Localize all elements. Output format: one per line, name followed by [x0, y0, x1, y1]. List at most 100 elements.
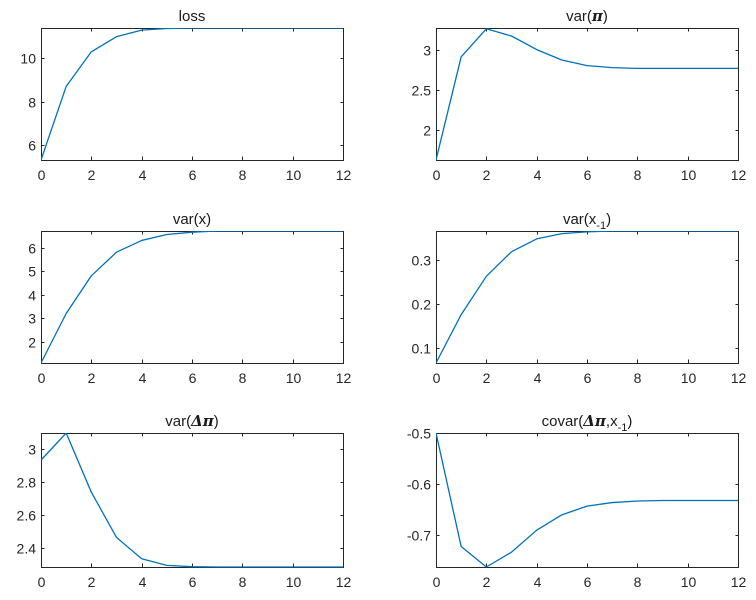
- y-tick-label: 0.1: [412, 341, 432, 357]
- title-part: Δπ: [190, 412, 215, 430]
- x-tick-label: 8: [634, 370, 642, 386]
- y-tick-label: 3: [423, 43, 431, 59]
- y-tick-label: 2: [423, 123, 431, 139]
- x-tick-label: 4: [139, 574, 147, 590]
- title-part: var(: [566, 8, 592, 25]
- title-part: ): [603, 8, 608, 25]
- x-tick-label: 12: [731, 167, 747, 183]
- title-part: -1: [618, 422, 628, 434]
- subplot-title: var(x-1): [563, 211, 611, 232]
- series-line: [436, 433, 738, 568]
- x-tick-label: 8: [239, 574, 247, 590]
- x-tick-label: 12: [336, 167, 352, 183]
- axes-box: [41, 28, 344, 161]
- x-tick-label: 12: [731, 574, 747, 590]
- x-tick-label: 0: [38, 370, 46, 386]
- x-tick-label: 8: [634, 574, 642, 590]
- x-tick-label: 4: [534, 574, 542, 590]
- x-tick-label: 8: [239, 167, 247, 183]
- x-tick-label: 10: [286, 370, 302, 386]
- y-tick-label: 6: [28, 241, 36, 257]
- axes-box: [41, 231, 344, 364]
- x-tick-label: 0: [433, 167, 441, 183]
- y-tick-label: 10: [20, 51, 36, 67]
- y-tick-label: 3: [28, 442, 36, 458]
- title-part: ): [214, 413, 219, 430]
- y-tick-label: 4: [28, 288, 36, 304]
- y-tick-label: 3: [28, 311, 36, 327]
- x-tick-label: 12: [336, 370, 352, 386]
- y-tick-label: 8: [28, 95, 36, 111]
- x-tick-label: 12: [731, 370, 747, 386]
- series-line: [41, 28, 343, 161]
- x-tick-label: 2: [88, 370, 96, 386]
- x-tick-label: 2: [483, 167, 491, 183]
- series-line: [41, 231, 343, 364]
- title-part: var(x: [563, 211, 597, 228]
- x-tick-label: 4: [139, 167, 147, 183]
- x-tick-label: 0: [38, 167, 46, 183]
- y-tick-label: 0.3: [412, 253, 432, 269]
- y-tick-label: 2.6: [17, 508, 37, 524]
- series-line: [436, 231, 738, 364]
- y-tick-label: -0.7: [407, 528, 431, 544]
- x-tick-label: 8: [239, 370, 247, 386]
- x-tick-label: 6: [584, 167, 592, 183]
- subplot-title: var(Δπ): [165, 412, 218, 430]
- y-tick-label: 2: [28, 335, 36, 351]
- title-part: ): [606, 211, 611, 228]
- subplot-3: 0 2 4 6 8 10 12 2 3 4 5 6 var(x): [28, 211, 351, 386]
- x-tick-label: 2: [88, 574, 96, 590]
- subplot-title: loss: [179, 8, 206, 25]
- subplot-2: 0 2 4 6 8 10 12 2 2.5 3 var(π): [412, 7, 747, 183]
- x-tick-label: 6: [584, 574, 592, 590]
- x-tick-label: 12: [336, 574, 352, 590]
- x-tick-label: 2: [483, 370, 491, 386]
- x-tick-label: 8: [634, 167, 642, 183]
- series-line: [436, 28, 738, 161]
- title-part: π: [591, 7, 604, 25]
- x-tick-label: 4: [534, 370, 542, 386]
- y-tick-label: 2.8: [17, 475, 37, 491]
- x-tick-label: 6: [584, 370, 592, 386]
- x-tick-label: 4: [139, 370, 147, 386]
- y-tick-label: 6: [28, 138, 36, 154]
- subplot-1: 0 2 4 6 8 10 12 6 8 10 loss: [20, 8, 351, 183]
- x-tick-label: 0: [38, 574, 46, 590]
- title-part: var(: [165, 413, 191, 430]
- subplot-4: 0 2 4 6 8 10 12 0.1 0.2 0.3 var(x-1): [412, 211, 747, 386]
- title-part: ,x: [606, 413, 618, 430]
- y-tick-label: -0.5: [407, 426, 431, 442]
- x-tick-label: 6: [189, 370, 197, 386]
- x-tick-label: 0: [433, 574, 441, 590]
- x-tick-label: 10: [286, 574, 302, 590]
- title-part: loss: [179, 8, 206, 25]
- x-tick-label: 10: [681, 574, 697, 590]
- x-tick-label: 4: [534, 167, 542, 183]
- subplot-6: 0 2 4 6 8 10 12 -0.7 -0.6 -0.5 covar(Δπ,x-1): [407, 412, 747, 590]
- title-part: ): [627, 413, 632, 430]
- x-tick-label: 10: [681, 167, 697, 183]
- x-tick-label: 10: [286, 167, 302, 183]
- y-tick-label: 2.4: [17, 541, 37, 557]
- title-part: -1: [596, 220, 606, 232]
- x-tick-label: 6: [189, 574, 197, 590]
- axes-box: [436, 231, 739, 364]
- subplot-5: 0 2 4 6 8 10 12 2.4 2.6 2.8 3 var(Δπ): [17, 412, 352, 590]
- title-part: Δπ: [582, 412, 607, 430]
- x-tick-label: 2: [88, 167, 96, 183]
- x-tick-label: 0: [433, 370, 441, 386]
- x-tick-label: 6: [189, 167, 197, 183]
- axes-box: [436, 28, 739, 161]
- axes-box: [41, 433, 344, 568]
- subplot-title: var(π): [566, 7, 608, 25]
- subplot-title: covar(Δπ,x-1): [542, 412, 633, 434]
- subplot-title: var(x): [173, 211, 211, 228]
- x-tick-label: 2: [483, 574, 491, 590]
- title-part: covar(: [542, 413, 584, 430]
- y-tick-label: 0.2: [412, 297, 432, 313]
- y-tick-label: 5: [28, 264, 36, 280]
- series-line: [41, 433, 343, 568]
- title-part: var(x): [173, 211, 211, 228]
